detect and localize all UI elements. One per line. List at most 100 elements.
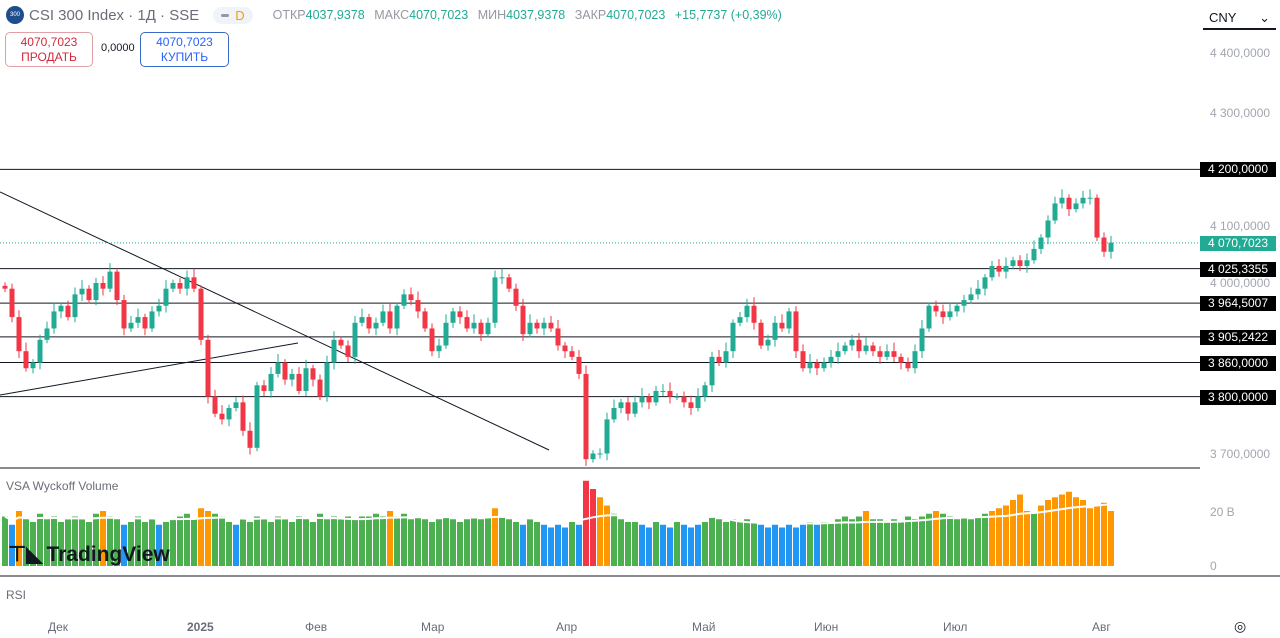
volume-bar [177,516,183,566]
candle [590,453,596,460]
candle [723,351,729,363]
volume-bar [37,513,43,566]
candle [989,265,995,278]
candle [751,305,757,323]
volume-pane-title[interactable]: VSA Wyckoff Volume [6,479,119,493]
candle [1108,242,1114,252]
time-tick: Мар [421,620,445,634]
time-tick: Июл [943,620,968,634]
interval-badge-label: D [235,7,245,23]
volume-bar [296,516,302,566]
buy-label: КУПИТЬ [160,50,209,64]
symbol-header[interactable]: 300 CSI 300 Index · 1Д · SSE D ОТКР4037,… [6,6,788,24]
interval-badge[interactable]: D [213,6,253,24]
candle [1045,220,1051,238]
candle [478,322,484,335]
candle [940,311,946,318]
volume-bar [219,516,225,566]
candle [555,328,561,346]
volume-bar [401,513,407,566]
volume-bar [93,513,99,566]
candle [163,288,169,306]
candle [632,402,638,414]
candle [2,285,8,289]
candle [863,345,869,352]
volume-bar [828,522,834,566]
volume-bar [786,524,792,566]
volume-bar [359,516,365,566]
volume-bar [856,516,862,566]
candle [702,385,708,397]
trend-line-down[interactable] [0,191,550,451]
time-tick: Май [692,620,716,634]
candle [758,322,764,346]
volume-bar [170,519,176,566]
volume-bar [996,508,1002,566]
volume-bar [590,489,596,566]
volume-bar [233,524,239,566]
candle [149,311,155,329]
candle [415,300,421,312]
volume-bar [1059,494,1065,566]
volume-bar [1080,500,1086,566]
candle [142,317,148,329]
volume-bar [261,519,267,566]
low-value: 4037,9378 [506,8,566,22]
minus-icon [221,13,230,17]
volume-bar [324,519,330,566]
volume-bar [863,511,869,566]
volume-bar [478,519,484,566]
candle [261,385,267,391]
candle [51,311,57,329]
volume-bar [646,527,652,566]
symbol-title[interactable]: CSI 300 Index · 1Д · SSE [29,6,200,24]
volume-bar [240,519,246,566]
candle [849,339,855,346]
candle [499,277,505,279]
volume-bar [499,516,505,566]
candle [954,305,960,312]
candle [1017,260,1023,266]
candle [548,322,554,329]
eye-settings-icon[interactable]: ◎ [1234,618,1247,634]
volume-bar [534,522,540,566]
candle [72,294,78,318]
candle [177,283,183,289]
candle [856,339,862,352]
candle [576,356,582,374]
rsi-pane-title[interactable]: RSI [6,588,27,602]
candle [1073,203,1079,210]
sell-button[interactable]: 4070,7023 ПРОДАТЬ [5,32,93,67]
high-label: МАКС [374,8,410,22]
volume-bar [520,524,526,566]
candle [247,430,253,448]
candle [520,305,526,335]
candle [891,351,897,357]
candle [842,345,848,352]
volume-bar [1010,500,1016,566]
volume-tick: 20 B [1210,505,1235,519]
volume-bar [352,519,358,566]
volume-bar [310,522,316,566]
volume-bar [744,519,750,566]
currency-select[interactable]: CNY ⌄ [1203,4,1276,30]
volume-bar [282,519,288,566]
watermark-text: TradingView [46,542,170,566]
volume-bar [51,516,57,566]
volume-bar [275,516,281,566]
volume-bar [849,519,855,566]
volume-bar [688,527,694,566]
candle [639,396,645,403]
candle [65,305,71,318]
volume-bar [135,516,141,566]
candle [800,351,806,369]
candle [429,328,435,352]
candle [198,288,204,340]
trend-line-up[interactable] [0,342,299,396]
candle [254,385,260,448]
candle [975,288,981,295]
buy-button[interactable]: 4070,7023 КУПИТЬ [140,32,229,67]
volume-bar [555,524,561,566]
candle [807,362,813,369]
